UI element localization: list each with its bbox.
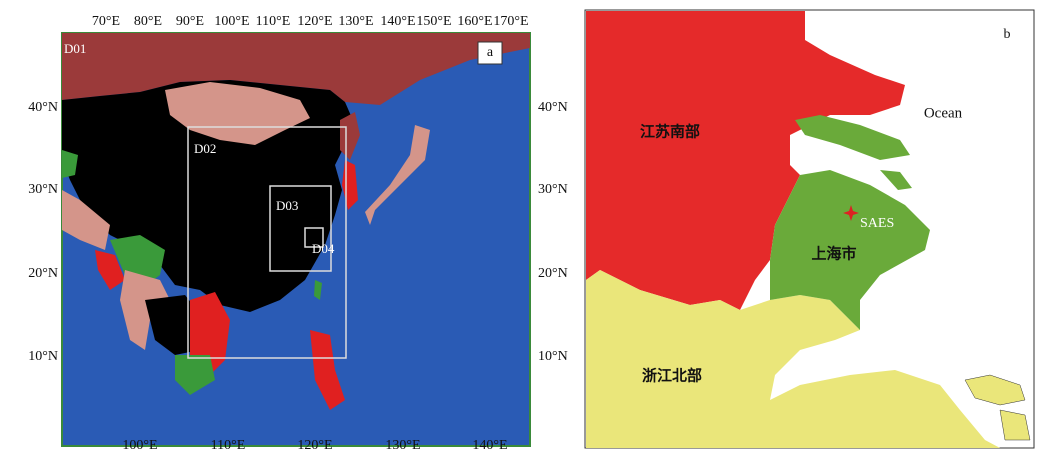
russia — [62, 33, 530, 105]
domain-label: D02 — [194, 141, 216, 156]
domain-box — [187, 126, 347, 359]
lat-label: 20°N — [538, 266, 568, 281]
lon-label: 120°E — [297, 438, 332, 453]
panel-label: b — [1004, 27, 1011, 42]
island — [795, 115, 910, 160]
domain-box — [269, 185, 332, 272]
shanghai — [770, 170, 930, 330]
region-label: 浙江北部 — [642, 366, 702, 384]
lon-label: 130°E — [385, 438, 420, 453]
taiwan — [314, 280, 322, 300]
zhejiang-north — [586, 270, 1000, 448]
lon-label: 140°E — [472, 438, 507, 453]
lat-label: 30°N — [538, 182, 568, 197]
panel-label: a — [487, 45, 494, 60]
domain-label: D01 — [64, 41, 86, 56]
lon-label: 90°E — [176, 14, 204, 29]
japan — [365, 125, 430, 225]
island — [999, 409, 1031, 441]
lon-label: 110°E — [211, 438, 246, 453]
map-a — [61, 32, 531, 447]
lon-label: 70°E — [92, 14, 120, 29]
lon-label: 120°E — [297, 14, 332, 29]
philippines — [310, 330, 345, 410]
lon-label: 110°E — [256, 14, 291, 29]
region-g3 — [175, 355, 215, 395]
lon-label: 170°E — [493, 14, 528, 29]
region-label: 上海市 — [811, 244, 856, 262]
domain-box — [304, 227, 324, 248]
lon-label: 150°E — [416, 14, 451, 29]
lon-label: 80°E — [134, 14, 162, 29]
panel-label-box — [477, 41, 503, 65]
region-s2 — [120, 270, 170, 350]
lat-label: 10°N — [538, 349, 568, 364]
lon-label: 140°E — [380, 14, 415, 29]
region-label: 江苏南部 — [640, 122, 700, 140]
korea-n — [340, 112, 360, 160]
mongolia — [165, 82, 310, 145]
region-g2 — [110, 235, 165, 290]
region-g1 — [62, 150, 78, 178]
island — [964, 374, 1026, 406]
lon-label: 100°E — [214, 14, 249, 29]
lat-label: 20°N — [28, 266, 58, 281]
region-sa — [62, 190, 110, 250]
site-marker — [843, 205, 859, 221]
map-b — [584, 9, 1035, 449]
china — [62, 80, 355, 312]
jiangsu-south — [586, 11, 905, 310]
lon-label: 100°E — [122, 438, 157, 453]
lon-label: 130°E — [338, 14, 373, 29]
lat-label: 10°N — [28, 349, 58, 364]
lat-label: 30°N — [28, 182, 58, 197]
lat-label: 40°N — [538, 100, 568, 115]
domain-label: D03 — [276, 198, 298, 213]
lon-label: 160°E — [457, 14, 492, 29]
lat-label: 40°N — [28, 100, 58, 115]
site-label: SAES — [860, 216, 894, 231]
domain-label: D04 — [312, 241, 335, 256]
region-r1 — [95, 250, 125, 290]
ocean-label: Ocean — [924, 105, 963, 121]
island — [880, 170, 912, 190]
